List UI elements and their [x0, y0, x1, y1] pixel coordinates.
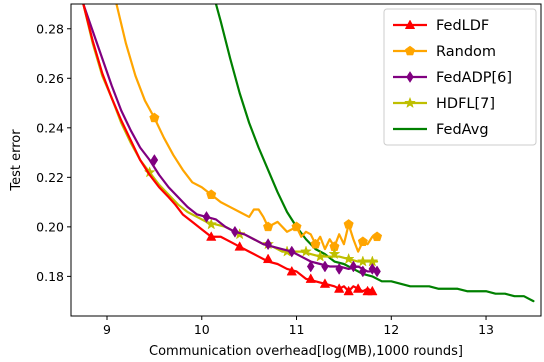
legend-marker-fedldf	[404, 19, 416, 29]
x-tick-label: 10	[194, 322, 210, 337]
data-point-random	[343, 219, 354, 229]
y-tick-label: 0.18	[36, 269, 64, 284]
legend: FedLDF Random FedADP[6] HDFL[7] FedAvg	[383, 8, 537, 146]
data-point-fedldf	[367, 285, 378, 296]
series-fedadp-6	[82, 4, 381, 278]
data-point-fedadp-6	[150, 154, 159, 166]
data-point-random	[263, 221, 274, 232]
data-point-fedldf	[352, 283, 364, 293]
series-line-random	[115, 4, 379, 253]
data-point-hdfl-7	[342, 252, 355, 265]
data-point-fedadp-6	[306, 260, 315, 273]
legend-label-random: Random	[436, 44, 496, 60]
data-point-fedadp-6	[264, 238, 272, 251]
legend-label-fedavg: FedAvg	[436, 122, 489, 138]
data-point-hdfl-7	[300, 245, 312, 257]
data-point-random	[291, 221, 302, 232]
y-axis-title: Test error	[9, 129, 24, 192]
y-tick-label: 0.22	[36, 170, 64, 185]
legend-box	[383, 8, 537, 146]
data-point-fedldf	[206, 231, 217, 241]
series-random	[115, 4, 383, 253]
x-tick-label: 11	[289, 322, 305, 337]
x-tick-label: 13	[478, 322, 494, 337]
data-point-fedadp-6	[359, 265, 367, 278]
plot-frame	[70, 3, 542, 317]
y-tick-label: 0.24	[36, 120, 64, 135]
data-point-random	[149, 112, 160, 123]
series-fedavg	[214, 4, 535, 303]
x-axis: 9 10 11 12 13	[103, 316, 494, 337]
data-point-fedadp-6	[202, 210, 211, 223]
data-point-hdfl-7	[328, 247, 341, 260]
series-fedldf	[82, 4, 378, 296]
legend-label-fedldf: FedLDF	[436, 18, 489, 34]
legend-label-fedadp-6: FedADP[6]	[436, 70, 512, 86]
data-point-hdfl-7	[314, 250, 327, 262]
series-line-fedavg	[214, 4, 535, 303]
data-point-fedldf	[305, 273, 316, 283]
legend-marker-fedadp-6	[406, 71, 414, 83]
y-axis: 0.18 0.20 0.22 0.24 0.26 0.28	[36, 21, 71, 284]
x-tick-label: 12	[383, 322, 399, 337]
series-layer	[82, 4, 535, 303]
data-point-fedldf	[286, 265, 297, 276]
data-point-fedadp-6	[335, 262, 343, 275]
data-point-fedldf	[262, 253, 274, 264]
y-tick-label: 0.26	[36, 71, 64, 86]
series-line-fedldf	[82, 4, 374, 293]
y-tick-label: 0.20	[36, 219, 64, 234]
data-point-hdfl-7	[205, 218, 218, 230]
data-point-random	[206, 189, 217, 199]
data-point-fedldf	[333, 283, 345, 293]
data-point-fedldf	[319, 278, 331, 288]
data-point-fedadp-6	[349, 260, 358, 273]
legend-label-hdfl-7: HDFL[7]	[436, 96, 495, 112]
data-point-fedadp-6	[373, 265, 381, 278]
data-point-fedadp-6	[287, 245, 296, 258]
y-tick-label: 0.28	[36, 21, 64, 36]
x-axis-title: Communication overhead[log(MB),1000 roun…	[149, 344, 463, 359]
legend-marker-random	[404, 45, 416, 56]
data-point-random	[357, 236, 368, 247]
legend-marker-hdfl-7	[404, 96, 416, 109]
data-point-fedadp-6	[231, 225, 239, 238]
data-point-random	[310, 238, 321, 249]
data-point-random	[372, 231, 383, 242]
data-point-fedldf	[234, 241, 245, 251]
data-point-fedadp-6	[321, 260, 329, 273]
x-tick-label: 9	[103, 322, 111, 337]
data-point-fedldf	[343, 285, 354, 296]
